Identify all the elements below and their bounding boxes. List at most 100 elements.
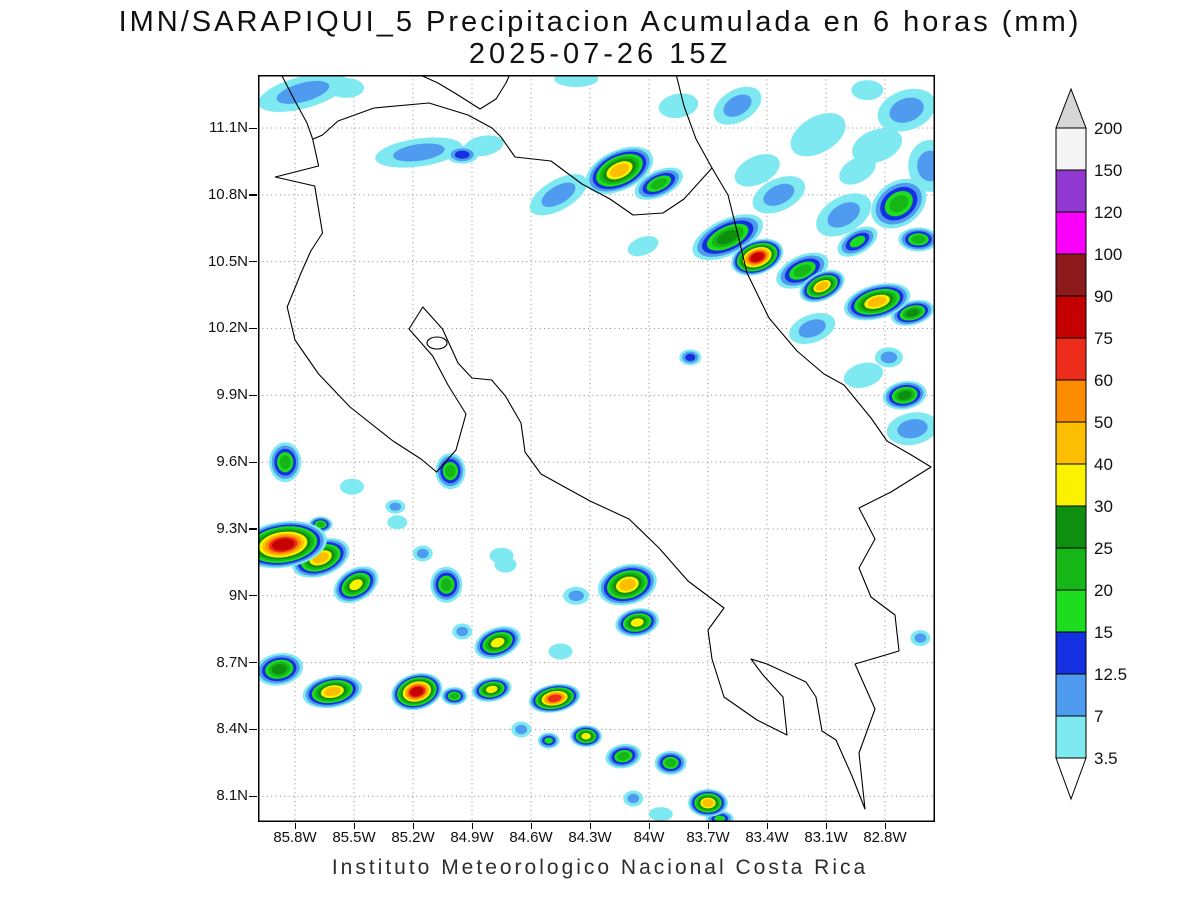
precip-contour — [627, 793, 640, 804]
colorbar-segment — [1055, 169, 1087, 213]
lon-tick-mark — [707, 823, 709, 829]
precip-cell — [446, 145, 479, 164]
precip-cell — [605, 743, 642, 769]
precip-cell — [255, 653, 304, 686]
precip-contour — [889, 97, 924, 123]
precip-contour — [276, 80, 330, 104]
colorbar-label: 20 — [1094, 581, 1113, 600]
colorbar-canvas: 3.5 7 12.5 15 20 25 30 40 50 60 75 90 100 120 150 200 — [1055, 87, 1127, 801]
precip-cell — [816, 193, 872, 237]
precip-cell — [852, 128, 903, 164]
precip-cell — [452, 623, 473, 640]
lat-tick-label: 9.6N — [216, 453, 248, 471]
precip-cell — [752, 176, 806, 214]
precip-contour — [485, 685, 498, 694]
precip-cell — [871, 178, 927, 229]
precip-cell — [679, 349, 702, 366]
precip-contour — [714, 815, 726, 822]
map-background — [258, 75, 935, 822]
nicaragua-pacific-coast — [280, 73, 314, 140]
precip-contour — [630, 618, 644, 627]
lat-tick-label: 8.1N — [216, 787, 248, 805]
precip-contour — [880, 351, 898, 364]
lat-tick-label: 10.5N — [207, 252, 248, 270]
precip-cell — [615, 608, 660, 637]
precip-contour — [843, 362, 883, 388]
lon-tick-label: 84.3W — [568, 829, 612, 846]
precip-contour — [393, 143, 445, 162]
colorbar-segment — [1055, 253, 1087, 297]
precip-contour — [456, 626, 469, 637]
precip-contour — [272, 538, 295, 551]
lat-tick-mark — [249, 261, 257, 263]
colorbar-segment — [1055, 421, 1087, 465]
precip-cell — [239, 521, 327, 569]
precip-cell — [269, 442, 302, 483]
precip-contour — [648, 807, 673, 822]
precip-cell — [435, 453, 466, 490]
precip-cell — [385, 499, 406, 514]
precip-cell — [648, 807, 673, 822]
precip-cell — [874, 347, 903, 368]
precip-cell — [474, 626, 521, 659]
precip-cell — [688, 789, 728, 817]
precip-cell — [391, 672, 443, 711]
colorbar-label: 3.5 — [1094, 749, 1118, 768]
lat-tick-mark — [249, 595, 257, 597]
colorbar-segment — [1055, 295, 1087, 339]
lat-tick-mark — [249, 194, 257, 196]
lat-tick-label: 11.1N — [209, 119, 248, 136]
precip-contour — [547, 694, 562, 703]
precip-contour — [665, 758, 677, 767]
precip-contour — [544, 737, 553, 744]
precip-contour — [658, 93, 699, 119]
precip-contour — [548, 643, 573, 660]
precip-cell — [412, 545, 433, 562]
precip-contour — [316, 521, 325, 528]
precip-contour — [790, 113, 846, 157]
precip-cell — [471, 677, 512, 702]
colorbar-label: 25 — [1094, 539, 1113, 558]
colorbar-label: 12.5 — [1094, 665, 1127, 684]
precip-contour — [494, 556, 517, 573]
precip-contour — [911, 235, 926, 244]
precip-cell — [837, 226, 878, 257]
lon-tick-label: 84.9W — [450, 829, 494, 846]
colorbar-segment — [1055, 463, 1087, 507]
lon-tick-label: 85.5W — [332, 829, 376, 846]
colorbar-label: 7 — [1094, 707, 1103, 726]
precip-contour — [609, 163, 630, 178]
lat-tick-mark — [249, 127, 257, 129]
colorbar-label: 120 — [1094, 203, 1122, 222]
lon-tick-label: 85.8W — [273, 829, 317, 846]
precip-contour — [851, 80, 884, 101]
precip-contour — [889, 195, 909, 213]
lon-tick-label: 84.6W — [509, 829, 553, 846]
precip-contour — [867, 296, 887, 308]
precip-contour — [387, 515, 408, 530]
lon-tick-mark — [766, 823, 768, 829]
lake-nicaragua-shore — [417, 73, 511, 110]
map-plot-area — [239, 71, 953, 827]
lon-tick-label: 84W — [633, 829, 665, 846]
colorbar-label: 150 — [1094, 161, 1122, 180]
precip-cell — [654, 750, 687, 775]
precip-contour — [723, 94, 752, 117]
lat-tick-mark — [249, 327, 257, 330]
precip-contour — [568, 590, 584, 602]
precip-contour — [323, 686, 341, 697]
colorbar-segment — [1055, 337, 1087, 381]
precip-cell — [877, 88, 936, 132]
nicaragua-caribbean-coast — [675, 73, 713, 169]
precip-cell — [843, 362, 883, 388]
precip-contour — [581, 732, 591, 740]
figure-title: IMN/SARAPIQUI_5 Precipitacion Acumulada … — [118, 6, 1082, 38]
precip-cell — [548, 643, 573, 660]
colorbar-label: 30 — [1094, 497, 1113, 516]
lon-tick-label: 85.2W — [391, 829, 435, 846]
lat-tick-label: 10.8N — [207, 185, 248, 203]
precip-cell — [790, 113, 846, 157]
precip-contour — [454, 150, 470, 159]
colorbar-segment — [1055, 127, 1087, 171]
precip-cell — [302, 675, 363, 709]
